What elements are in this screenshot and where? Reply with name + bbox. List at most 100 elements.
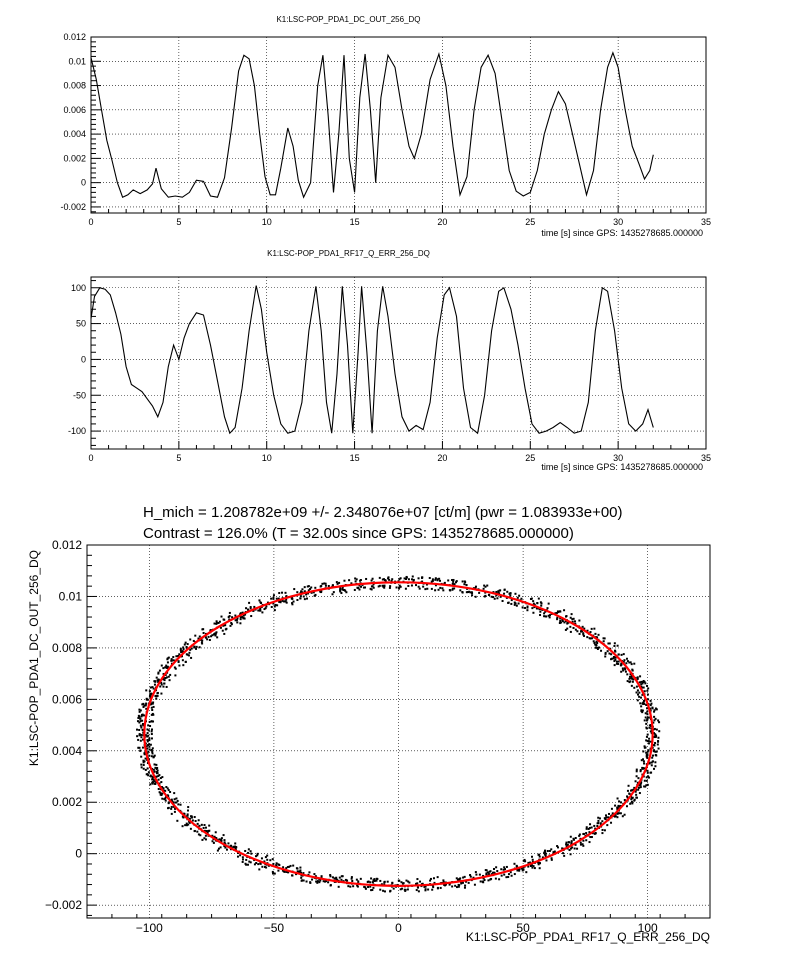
scatter-point — [320, 875, 323, 878]
scatter-point — [331, 876, 334, 879]
scatter-point — [360, 585, 363, 588]
scatter-point — [407, 584, 410, 587]
scatter-point — [547, 602, 550, 605]
scatter-point — [224, 846, 227, 849]
scatter-point — [506, 590, 509, 593]
scatter-point — [517, 602, 520, 605]
scatter-point — [424, 588, 427, 591]
scatter-point — [620, 662, 623, 665]
scatter-point — [613, 815, 616, 818]
scatter-point — [320, 584, 323, 587]
scatter-point — [173, 798, 176, 801]
scatter-point — [631, 680, 634, 683]
scatter-point — [604, 651, 607, 654]
scatter-point — [554, 612, 557, 615]
scatter-point — [460, 882, 463, 885]
scatter-point — [467, 881, 470, 884]
scatter-point — [173, 810, 176, 813]
scatter-point — [351, 880, 354, 883]
scatter-point — [178, 653, 181, 656]
scatter-point — [556, 618, 559, 621]
scatter-point — [170, 658, 173, 661]
scatter-point — [582, 632, 585, 635]
scatter-point — [179, 647, 182, 650]
scatter-point — [167, 656, 170, 659]
scatter-point — [589, 637, 592, 640]
scatter-point — [537, 597, 540, 600]
scatter-point — [284, 600, 287, 603]
scatter-point — [543, 853, 546, 856]
scatter-point — [596, 647, 599, 650]
scatter-point — [193, 645, 196, 648]
scatter-point — [182, 646, 185, 649]
scatter-point — [550, 848, 553, 851]
scatter-point — [590, 836, 593, 839]
scatter-point — [455, 886, 458, 889]
scatter-point — [188, 821, 191, 824]
scatter-point — [235, 846, 238, 849]
scatter-point — [406, 888, 409, 891]
scatter-point — [565, 845, 568, 848]
scatter-point — [566, 622, 569, 625]
scatter-point — [277, 597, 280, 600]
scatter-point — [426, 587, 429, 590]
scatter-point — [300, 871, 303, 874]
scatter-point — [275, 597, 278, 600]
scatter-point — [515, 865, 518, 868]
scatter-point — [422, 585, 425, 588]
scatter-point — [646, 733, 649, 736]
scatter-point — [165, 685, 168, 688]
scatter-point — [219, 626, 222, 629]
plot-frame — [90, 276, 707, 450]
scatter-point — [498, 878, 501, 881]
scatter-point — [592, 640, 595, 643]
scatter-point — [489, 870, 492, 873]
scatter-point — [628, 792, 631, 795]
scatter-point — [142, 764, 145, 767]
scatter-point — [364, 586, 367, 589]
scatter-point — [340, 592, 343, 595]
scatter-point — [153, 763, 156, 766]
scatter-point — [150, 730, 153, 733]
scatter-point — [484, 585, 487, 588]
scatter-point — [264, 856, 267, 859]
scatter-point — [620, 653, 623, 656]
scatter-point — [472, 876, 475, 879]
scatter-point — [230, 621, 233, 624]
scatter-point — [646, 707, 649, 710]
scatter-point — [207, 829, 210, 832]
scatter-point — [574, 843, 577, 846]
scatter-point — [228, 618, 231, 621]
scatter-point — [463, 886, 466, 889]
scatter-point — [247, 851, 250, 854]
y-tick-label: 0.002 — [63, 153, 86, 163]
scatter-point — [532, 611, 535, 614]
scatter-point — [593, 627, 596, 630]
scatter-point — [350, 876, 353, 879]
scatter-point — [492, 596, 495, 599]
scatter-point — [335, 878, 338, 881]
scatter-point — [646, 756, 649, 759]
scatter-point — [156, 766, 159, 769]
scatter-point — [643, 779, 646, 782]
scatter-point — [439, 886, 442, 889]
scatter-point — [529, 598, 532, 601]
scatter-point — [620, 670, 623, 673]
scatter-point — [390, 580, 393, 583]
scatter-point — [658, 730, 661, 733]
scatter-point — [146, 739, 149, 742]
scatter-point — [635, 770, 638, 773]
scatter-point — [223, 839, 226, 842]
scatter-point — [507, 875, 510, 878]
scatter-point — [182, 664, 185, 667]
scatter-point — [642, 699, 645, 702]
scatter-point — [439, 579, 442, 582]
scatter-point — [145, 689, 148, 692]
scatter-point — [657, 740, 660, 743]
scatter-point — [572, 838, 575, 841]
scatter-point — [148, 745, 151, 748]
scatter-point — [596, 641, 599, 644]
scatter-point — [642, 686, 645, 689]
scatter-point — [604, 652, 607, 655]
scatter-point — [220, 615, 223, 618]
